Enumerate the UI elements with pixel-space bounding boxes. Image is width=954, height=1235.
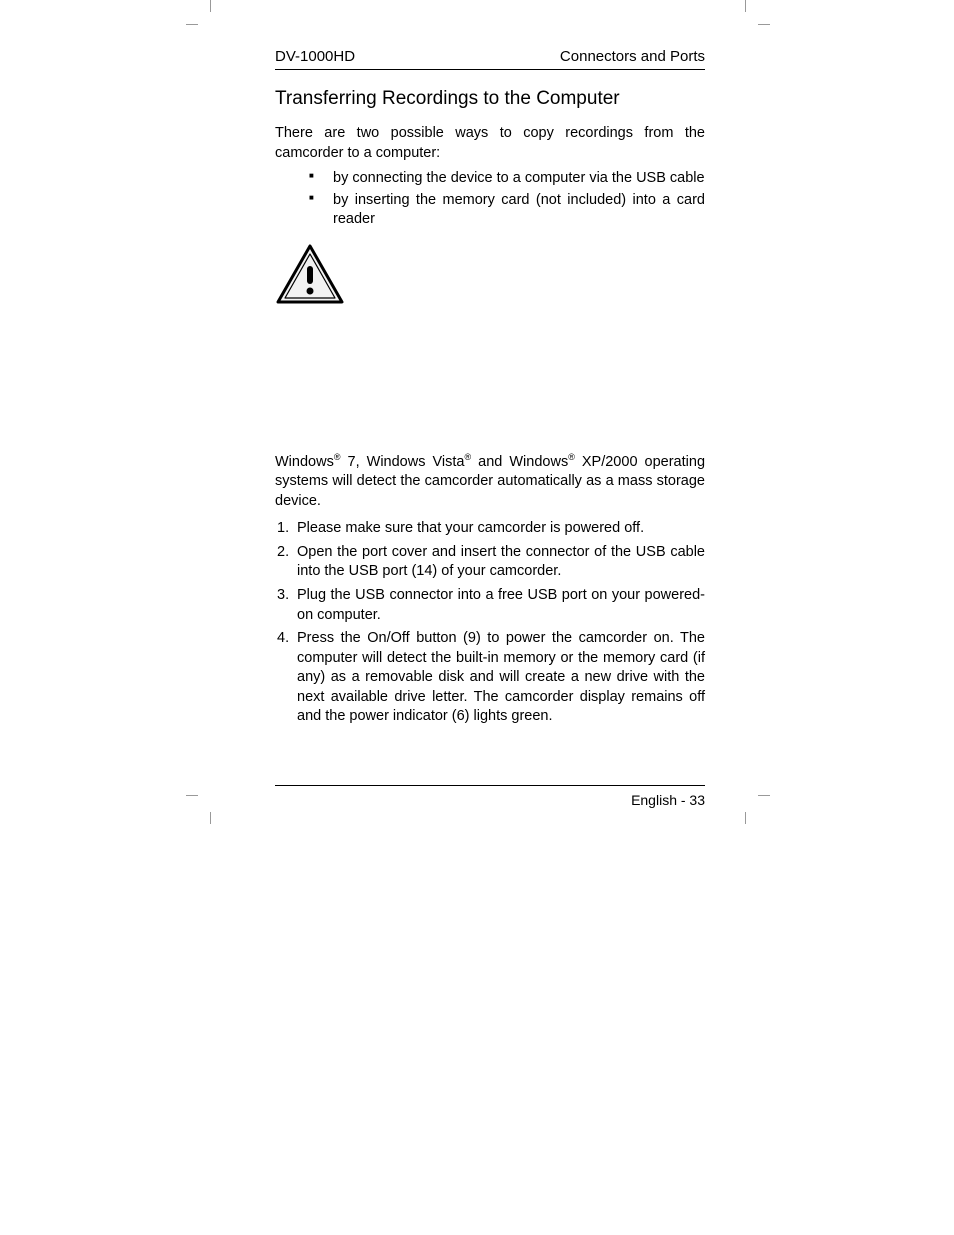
crop-mark	[186, 795, 198, 796]
header-left: DV-1000HD	[275, 48, 355, 65]
crop-mark	[758, 795, 770, 796]
page-header: DV-1000HD Connectors and Ports	[275, 48, 705, 70]
section-title: Transferring Recordings to the Computer	[275, 88, 705, 110]
os-paragraph: Windows® 7, Windows Vista® and Windows® …	[275, 451, 705, 512]
crop-mark	[745, 812, 746, 824]
step-item: Plug the USB connector into a free USB p…	[275, 586, 705, 625]
crop-mark	[745, 0, 746, 12]
crop-mark	[210, 812, 211, 824]
page-content: DV-1000HD Connectors and Ports Transferr…	[275, 48, 705, 808]
bullet-item: by inserting the memory card (not includ…	[275, 191, 705, 230]
crop-mark	[758, 24, 770, 25]
crop-mark	[186, 24, 198, 25]
step-item: Open the port cover and insert the conne…	[275, 543, 705, 582]
os-text: and Windows	[471, 454, 568, 470]
intro-paragraph: There are two possible ways to copy reco…	[275, 124, 705, 163]
step-item: Please make sure that your camcorder is …	[275, 519, 705, 539]
registered-icon: ®	[568, 452, 575, 462]
bullet-list: by connecting the device to a computer v…	[275, 169, 705, 230]
page-footer: English - 33	[275, 785, 705, 808]
bullet-item: by connecting the device to a computer v…	[275, 169, 705, 189]
warning-icon	[275, 244, 705, 311]
step-item: Press the On/Off button (9) to power the…	[275, 629, 705, 727]
header-right: Connectors and Ports	[560, 48, 705, 65]
steps-list: Please make sure that your camcorder is …	[275, 519, 705, 727]
crop-mark	[210, 0, 211, 12]
os-text: 7, Windows Vista	[340, 454, 464, 470]
os-text: Windows	[275, 454, 334, 470]
